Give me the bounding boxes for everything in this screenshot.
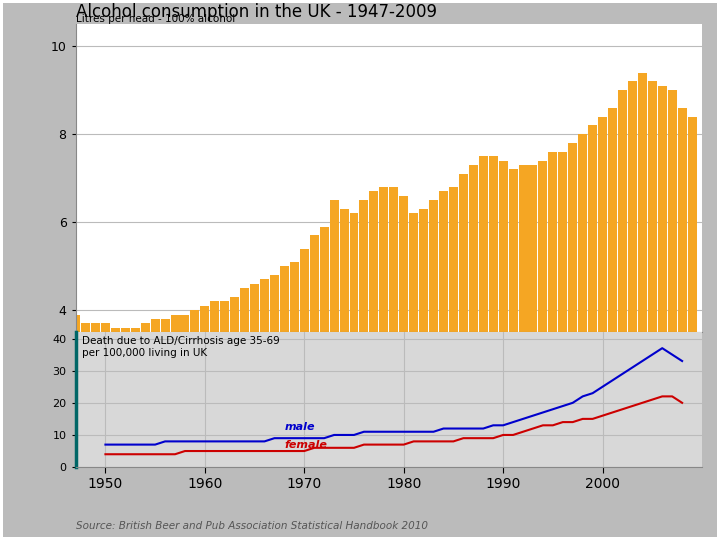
Bar [419, 209, 428, 486]
Bar [220, 301, 229, 486]
Bar [588, 125, 597, 486]
Bar [508, 170, 518, 486]
Bar [290, 262, 299, 486]
Bar [190, 310, 199, 486]
Bar [161, 319, 170, 486]
Bar [91, 323, 100, 486]
Bar [667, 90, 677, 486]
Text: Death due to ALD/Cirrhosis age 35-69
per 100,000 living in UK: Death due to ALD/Cirrhosis age 35-69 per… [82, 336, 279, 357]
Bar [658, 86, 667, 486]
Bar [399, 196, 408, 486]
Bar [429, 200, 438, 486]
Bar [539, 160, 547, 486]
Bar [459, 174, 468, 486]
Text: Source: British Beer and Pub Association Statistical Handbook 2010: Source: British Beer and Pub Association… [76, 521, 428, 531]
Bar [648, 82, 657, 486]
Bar [578, 134, 587, 486]
Bar [390, 187, 398, 486]
Bar [250, 284, 259, 486]
Bar [688, 117, 696, 486]
Bar [81, 323, 90, 486]
Bar [628, 82, 637, 486]
Bar [528, 165, 537, 486]
Bar [260, 279, 269, 486]
Bar [171, 314, 179, 486]
Bar [558, 152, 567, 486]
Bar [230, 297, 239, 486]
Bar [349, 213, 359, 486]
Bar [150, 319, 160, 486]
Bar [379, 187, 388, 486]
Text: Alcohol consumption in the UK - 1947-2009: Alcohol consumption in the UK - 1947-200… [76, 3, 436, 22]
Bar [638, 73, 647, 486]
Bar [479, 156, 487, 486]
Bar [71, 314, 80, 486]
Bar [101, 323, 110, 486]
Bar [330, 200, 338, 486]
Bar [618, 90, 627, 486]
Bar [240, 288, 249, 486]
Text: male: male [284, 422, 315, 432]
Bar [608, 108, 617, 486]
Bar [320, 227, 328, 486]
Bar [568, 143, 577, 486]
Bar [678, 108, 687, 486]
Bar [200, 306, 210, 486]
Bar [140, 323, 150, 486]
Bar [409, 213, 418, 486]
Bar [111, 328, 120, 486]
Bar [300, 248, 309, 486]
Text: female: female [284, 440, 328, 450]
Bar [369, 191, 379, 486]
Bar [449, 187, 458, 486]
Bar [499, 160, 508, 486]
Bar [310, 235, 319, 486]
Bar [549, 152, 557, 486]
Bar [121, 328, 130, 486]
Bar [131, 328, 140, 486]
Bar [439, 191, 448, 486]
Bar [210, 301, 220, 486]
Bar [469, 165, 478, 486]
Bar [598, 117, 607, 486]
Bar [518, 165, 528, 486]
Bar [489, 156, 498, 486]
Text: Litres per head - 100% alcohol: Litres per head - 100% alcohol [76, 14, 235, 24]
Bar [340, 209, 348, 486]
Bar [270, 275, 279, 486]
Bar [280, 266, 289, 486]
Bar [359, 200, 369, 486]
Bar [181, 314, 189, 486]
